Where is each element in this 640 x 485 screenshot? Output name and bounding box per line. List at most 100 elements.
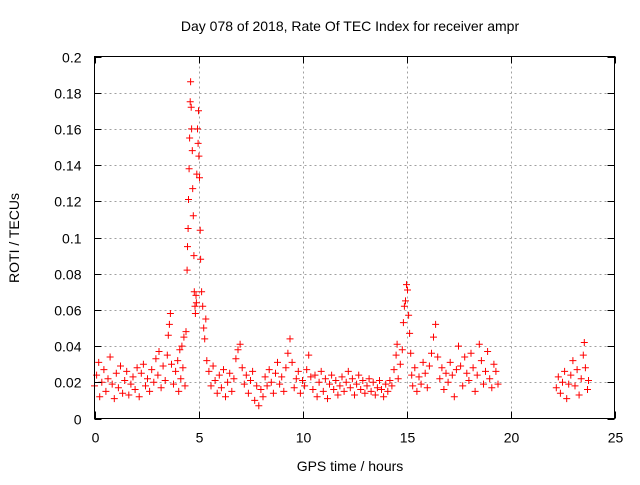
data-point (125, 391, 133, 399)
data-point (164, 331, 172, 339)
data-point (338, 373, 346, 381)
data-point (384, 387, 392, 395)
data-point (467, 349, 475, 357)
data-point (117, 362, 124, 370)
data-point (222, 393, 229, 401)
data-point (328, 371, 336, 379)
data-point (440, 386, 448, 393)
data-point (365, 375, 373, 383)
data-point (188, 125, 196, 133)
data-point (181, 382, 189, 390)
grid (94, 56, 615, 419)
data-point (278, 373, 286, 381)
data-point (267, 378, 275, 386)
data-point (402, 297, 409, 305)
data-point (249, 367, 257, 375)
data-point (419, 358, 427, 366)
data-point (296, 389, 304, 397)
data-point (336, 382, 344, 390)
data-point (189, 185, 197, 193)
data-point (436, 375, 444, 383)
data-point (131, 386, 139, 393)
data-point (159, 362, 167, 370)
data-point (170, 380, 177, 388)
data-point (286, 335, 294, 343)
data-point (242, 371, 250, 379)
data-point (236, 340, 244, 348)
data-point (363, 382, 371, 390)
data-point (346, 384, 354, 392)
data-point (176, 346, 184, 354)
data-point (217, 384, 225, 392)
data-point (185, 165, 193, 173)
y-tick-label: 0.1 (62, 231, 82, 247)
data-point (469, 364, 477, 372)
data-point (324, 395, 331, 403)
data-point (359, 377, 367, 384)
data-point (213, 389, 221, 397)
data-point (119, 389, 127, 397)
data-point (230, 375, 238, 383)
data-point (196, 174, 203, 182)
data-point (195, 107, 202, 115)
y-tick-label: 0.2 (62, 50, 82, 66)
data-point (144, 375, 151, 383)
data-point (573, 366, 581, 374)
data-point (284, 349, 292, 357)
data-point (340, 387, 348, 395)
data-point (192, 299, 200, 307)
data-point (148, 366, 156, 374)
data-point (172, 367, 180, 375)
data-point (272, 369, 279, 377)
data-point (565, 380, 573, 388)
y-tick-label: 0.14 (54, 158, 81, 174)
data-point (386, 377, 394, 384)
y-tick-label: 0.06 (54, 303, 81, 319)
data-point (232, 355, 240, 363)
data-point (585, 377, 592, 384)
data-point (348, 375, 356, 383)
data-point (234, 346, 242, 354)
data-point (288, 358, 296, 366)
data-point (182, 328, 190, 336)
x-tick-label: 0 (92, 430, 100, 446)
data-point (108, 380, 116, 388)
data-point (199, 302, 207, 310)
data-point (311, 371, 319, 379)
data-point (155, 348, 163, 355)
data-point (488, 384, 496, 392)
data-point (200, 324, 208, 332)
data-point (194, 139, 202, 147)
y-axis-label: ROTI / TECUs (6, 193, 22, 283)
x-tick-label: 15 (400, 430, 416, 446)
data-point (189, 212, 197, 220)
data-point (187, 103, 195, 111)
data-point (201, 335, 209, 343)
data-point (400, 302, 408, 310)
data-point (455, 342, 462, 350)
y-tick-label: 0.04 (54, 339, 81, 355)
data-point (444, 378, 452, 386)
data-point (183, 266, 191, 274)
data-point (255, 402, 263, 410)
axis-ticks: 0 0.02 0.04 0.06 0.08 0.1 0.12 0.14 0.16 0.18 0.2 0… (54, 50, 623, 446)
data-point (194, 125, 201, 133)
data-point (409, 382, 417, 390)
y-tick-label: 0.12 (54, 194, 81, 210)
data-point (191, 302, 199, 310)
data-point (351, 391, 358, 399)
data-point (294, 367, 302, 375)
data-point (367, 387, 375, 395)
data-point (392, 351, 400, 359)
data-point (417, 380, 425, 388)
data-point (188, 147, 196, 155)
data-point (448, 371, 456, 379)
data-point (473, 371, 481, 379)
data-point (556, 389, 564, 397)
data-point (446, 358, 454, 366)
data-point (112, 369, 120, 377)
data-point (480, 380, 487, 388)
data-point (282, 364, 290, 372)
data-point (353, 380, 361, 388)
